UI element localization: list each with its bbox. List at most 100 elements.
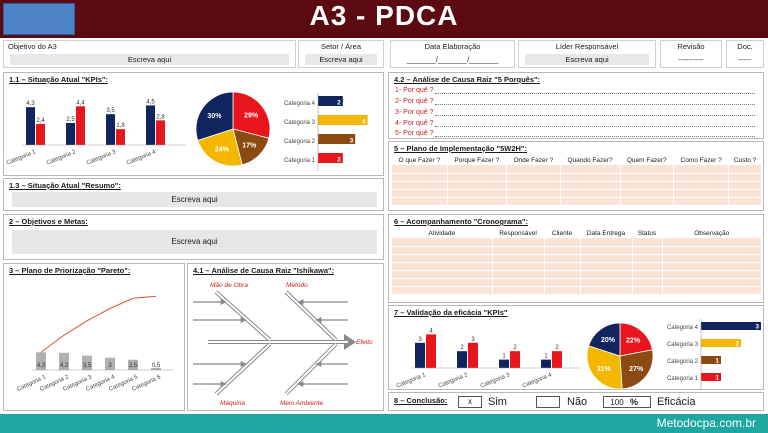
porque-2-line[interactable] xyxy=(435,104,755,105)
setor-cell[interactable]: Setor / Área Escreva aqui xyxy=(298,40,384,68)
table-row[interactable] xyxy=(392,173,762,182)
bar xyxy=(146,105,155,145)
table-row[interactable] xyxy=(392,197,762,206)
data-label: 1 xyxy=(715,358,719,365)
pie-slice xyxy=(195,91,234,141)
tick-label: Categoria 4 xyxy=(522,372,554,389)
section-title: 2 – Objetivos e Metas: xyxy=(9,217,88,226)
pareto-bar xyxy=(128,359,138,370)
table-row[interactable] xyxy=(392,262,762,271)
table-row[interactable] xyxy=(392,270,762,279)
porque-3: 3- Por quê ? xyxy=(395,109,434,116)
lider-cell[interactable]: Líder Responsável Escreva aqui xyxy=(518,40,656,68)
data-label: 2,5 xyxy=(129,363,138,369)
tick-label: Categoria 1 xyxy=(6,149,37,166)
data-label: Data Elaboração xyxy=(424,42,481,51)
table-row[interactable] xyxy=(392,254,762,263)
tick-label: Categoria 2 xyxy=(667,359,699,365)
slice-label: 20% xyxy=(601,337,616,344)
porque-4-line[interactable] xyxy=(435,126,755,127)
data-label: 1 xyxy=(715,375,719,382)
bar xyxy=(318,153,343,163)
doc-field[interactable]: ----- xyxy=(738,55,752,64)
data-label: 3,5 xyxy=(83,363,92,369)
sim-checkbox[interactable]: x xyxy=(458,396,482,408)
tick-label: Categoria 1 xyxy=(396,372,428,389)
col-header: Quando Fazer? xyxy=(560,155,621,165)
table-row[interactable] xyxy=(392,181,762,190)
table-row[interactable] xyxy=(392,246,762,255)
tick-label: Categoria 1 xyxy=(667,376,699,382)
porque-5-line[interactable] xyxy=(435,136,755,137)
data-label: 2 xyxy=(513,345,517,351)
footer-bar xyxy=(0,414,768,433)
eficacia-field[interactable]: 100% xyxy=(603,396,651,408)
data-label: 4,4 xyxy=(76,100,85,106)
validacao-panel: 7 – Validação da eficácia "KPIs" 3 4 Categ… xyxy=(388,305,764,390)
data-field[interactable]: _______/_______/_______ xyxy=(406,55,499,64)
table-row[interactable] xyxy=(392,165,762,174)
cronograma-table: Atividade Responsável Cliente Data Entre… xyxy=(392,228,762,295)
bar xyxy=(468,342,478,368)
table-row[interactable] xyxy=(392,238,762,247)
bar xyxy=(156,120,165,145)
resumo-field[interactable]: Escreva aqui xyxy=(12,192,377,207)
porque-1-line[interactable] xyxy=(435,93,755,94)
lider-field[interactable]: Escreva aqui xyxy=(525,54,649,65)
tick-label: Categoria 2 xyxy=(284,139,316,145)
tick-label: Categoria 3 xyxy=(667,342,699,348)
data-cell[interactable]: Data Elaboração _______/_______/_______ xyxy=(390,40,515,68)
bar xyxy=(552,351,562,368)
revisao-field[interactable]: ---------- xyxy=(678,55,704,64)
bar xyxy=(510,351,520,368)
col-header: Como Fazer ? xyxy=(673,155,730,165)
data-label: 4,3 xyxy=(37,363,46,369)
section-title: 5 – Plano de Implementação "5W2H": xyxy=(394,144,527,153)
tick-label: Categoria 4 xyxy=(284,101,316,107)
data-label: 2,4 xyxy=(36,118,45,124)
tick-label: Categoria 1 xyxy=(284,158,316,164)
col-header: Onde Fazer ? xyxy=(506,155,561,165)
bar xyxy=(76,106,85,145)
doc-cell[interactable]: Doc. ----- xyxy=(726,40,764,68)
objetivos-field[interactable]: Escreva aqui xyxy=(12,230,377,254)
table-row[interactable] xyxy=(392,286,762,295)
setor-field[interactable]: Escreva aqui xyxy=(305,54,377,65)
tick-label: Categoria 2 xyxy=(46,149,78,166)
data-label: 2 xyxy=(555,345,559,351)
col-header: Data Entrega xyxy=(580,228,633,238)
table-row[interactable] xyxy=(392,278,762,287)
maquina-label: Máquina xyxy=(220,400,245,407)
revisao-cell[interactable]: Revisão ---------- xyxy=(660,40,722,68)
data-label: 4 xyxy=(362,119,366,126)
bar xyxy=(318,96,343,106)
w5h2-table: O que Fazer ? Porque Fazer ? Onde Fazer … xyxy=(392,155,762,206)
objetivo-field[interactable]: Escreva aqui xyxy=(10,54,289,65)
section-title: 7 – Validação da eficácia "KPIs" xyxy=(394,308,508,317)
data-label: 4,3 xyxy=(26,101,35,107)
bar xyxy=(415,342,425,368)
table-row[interactable] xyxy=(392,189,762,198)
nao-checkbox[interactable] xyxy=(536,396,560,408)
eficacia-label: Eficácia xyxy=(657,396,696,408)
col-header: Responsável xyxy=(492,228,545,238)
conclusao-panel: 8 – Conclusão: xyxy=(388,392,764,411)
logo-placeholder xyxy=(3,3,75,35)
col-header: Quem Fazer? xyxy=(620,155,675,165)
bar xyxy=(318,134,356,144)
tick-label: Categoria 3 xyxy=(86,149,118,166)
data-label: 3 xyxy=(755,324,759,331)
objetivo-cell[interactable]: Objetivo do A3 Escreva aqui xyxy=(3,40,296,68)
kpi-validacao-chart: 3 4 Categoria 1 2 3 Categoria 2 1 2 Categoria 3 1… xyxy=(396,328,581,389)
bar xyxy=(499,359,509,368)
section-title: 1.1 – Situação Atual "KPIs": xyxy=(9,75,108,84)
bar xyxy=(26,107,35,145)
bar xyxy=(318,115,368,125)
data-label: 1,8 xyxy=(116,123,125,129)
porque-3-line[interactable] xyxy=(435,115,755,116)
slice-label: 22% xyxy=(626,338,641,345)
pie-validacao-chart: 22% 27% 31% 20% xyxy=(586,322,654,390)
col-header: O que Fazer ? xyxy=(392,155,448,165)
porque-4: 4- Por quê ? xyxy=(395,120,434,127)
